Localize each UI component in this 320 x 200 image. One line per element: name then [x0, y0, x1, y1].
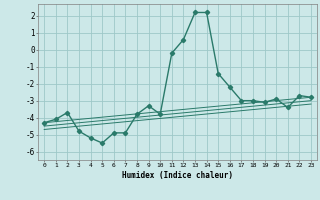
X-axis label: Humidex (Indice chaleur): Humidex (Indice chaleur): [122, 171, 233, 180]
